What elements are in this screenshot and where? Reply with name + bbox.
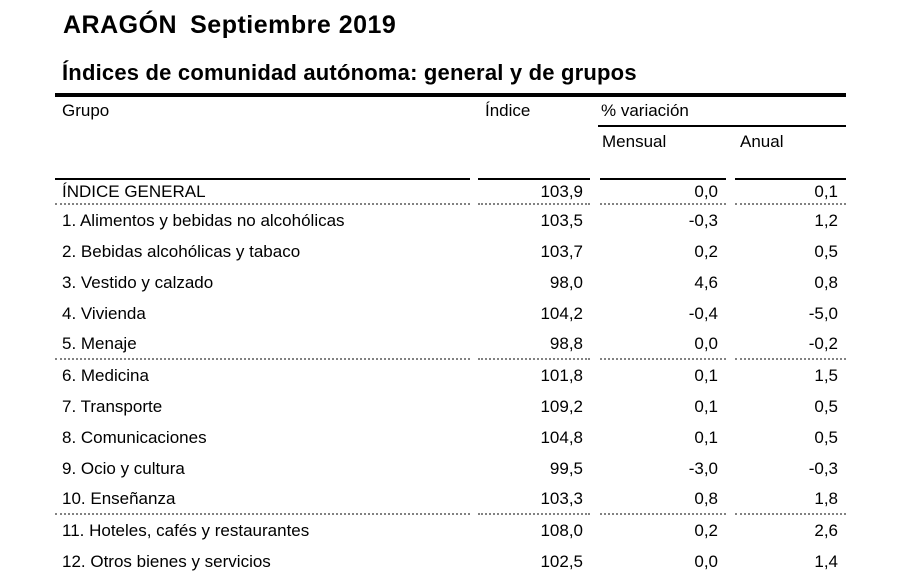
grupo-cell: 2. Bebidas alcohólicas y tabaco bbox=[62, 241, 301, 261]
indice-cell: 103,9 bbox=[478, 178, 590, 205]
grupo-cell: ÍNDICE GENERAL bbox=[55, 178, 470, 205]
indice-cell: 104,2 bbox=[540, 303, 583, 323]
table-row: 4. Vivienda 104,2 -0,4 -5,0 bbox=[55, 298, 846, 329]
table-row: 8. Comunicaciones 104,8 0,1 0,5 bbox=[55, 422, 846, 453]
indice-cell: 104,8 bbox=[540, 427, 583, 447]
indice-cell: 98,0 bbox=[549, 272, 583, 292]
mensual-cell: 0,0 bbox=[600, 329, 726, 360]
mensual-cell: 0,2 bbox=[694, 520, 718, 540]
table-row: 7. Transporte 109,2 0,1 0,5 bbox=[55, 391, 846, 422]
col-header-indice: Índice bbox=[485, 101, 531, 120]
anual-cell: -5,0 bbox=[808, 303, 838, 323]
grupo-cell: 3. Vestido y calzado bbox=[62, 272, 214, 292]
anual-cell: 0,5 bbox=[814, 427, 838, 447]
anual-cell: 0,5 bbox=[814, 396, 838, 416]
indice-cell: 101,8 bbox=[540, 365, 583, 385]
mensual-cell: -0,4 bbox=[688, 303, 718, 323]
col-header-variacion: % variación bbox=[601, 101, 689, 120]
table-row: 5. Menaje 98,8 0,0 -0,2 bbox=[55, 329, 846, 360]
indice-cell: 102,5 bbox=[540, 551, 583, 571]
anual-cell: 0,5 bbox=[814, 241, 838, 261]
title-region: ARAGÓN bbox=[63, 11, 178, 39]
grupo-cell: 11. Hoteles, cafés y restaurantes bbox=[62, 520, 310, 540]
anual-cell: 0,1 bbox=[735, 178, 846, 205]
page-title: ARAGÓN Septiembre 2019 bbox=[63, 11, 396, 40]
grupo-cell: 9. Ocio y cultura bbox=[62, 458, 185, 478]
mensual-cell: 0,0 bbox=[600, 178, 726, 205]
mensual-cell: -3,0 bbox=[688, 458, 718, 478]
anual-cell: 2,6 bbox=[814, 520, 838, 540]
indice-cell: 99,5 bbox=[549, 458, 583, 478]
table-row: 1. Alimentos y bebidas no alcohólicas 10… bbox=[55, 205, 846, 236]
grupo-cell: 4. Vivienda bbox=[62, 303, 146, 323]
indice-cell: 103,5 bbox=[540, 210, 583, 230]
grupo-cell: 7. Transporte bbox=[62, 396, 163, 416]
indice-cell: 103,3 bbox=[478, 484, 590, 515]
indice-cell: 108,0 bbox=[540, 520, 583, 540]
table-row: 12. Otros bienes y servicios 102,5 0,0 1… bbox=[55, 546, 846, 575]
grupo-cell: 10. Enseñanza bbox=[55, 484, 470, 515]
title-period: Septiembre 2019 bbox=[190, 11, 397, 39]
indice-cell: 103,7 bbox=[540, 241, 583, 261]
anual-cell: 1,5 bbox=[814, 365, 838, 385]
anual-cell: 1,8 bbox=[735, 484, 846, 515]
table-row-general: ÍNDICE GENERAL 103,9 0,0 0,1 bbox=[55, 178, 846, 205]
mensual-cell: 0,1 bbox=[694, 427, 718, 447]
variacion-underline bbox=[598, 125, 846, 127]
grupo-cell: 1. Alimentos y bebidas no alcohólicas bbox=[62, 210, 345, 230]
mensual-cell: 4,6 bbox=[694, 272, 718, 292]
anual-cell: 0,8 bbox=[814, 272, 838, 292]
table-row: 11. Hoteles, cafés y restaurantes 108,0 … bbox=[55, 515, 846, 546]
col-subheader-anual: Anual bbox=[740, 132, 784, 151]
anual-cell: -0,3 bbox=[808, 458, 838, 478]
col-subheader-mensual: Mensual bbox=[602, 132, 667, 151]
grupo-cell: 6. Medicina bbox=[62, 365, 149, 385]
table-row: 9. Ocio y cultura 99,5 -3,0 -0,3 bbox=[55, 453, 846, 484]
table-row: 3. Vestido y calzado 98,0 4,6 0,8 bbox=[55, 267, 846, 298]
col-header-grupo: Grupo bbox=[62, 101, 110, 120]
mensual-cell: 0,8 bbox=[600, 484, 726, 515]
grupo-cell: 5. Menaje bbox=[55, 329, 470, 360]
grupo-cell: 12. Otros bienes y servicios bbox=[62, 551, 271, 571]
table-row: 10. Enseñanza 103,3 0,8 1,8 bbox=[55, 484, 846, 515]
table-row: 6. Medicina 101,8 0,1 1,5 bbox=[55, 360, 846, 391]
mensual-cell: 0,0 bbox=[694, 551, 718, 571]
data-table: ÍNDICE GENERAL 103,9 0,0 0,1 1. Alimento… bbox=[55, 178, 846, 575]
table-row: 2. Bebidas alcohólicas y tabaco 103,7 0,… bbox=[55, 236, 846, 267]
mensual-cell: 0,1 bbox=[694, 365, 718, 385]
header-rule bbox=[55, 93, 846, 97]
mensual-cell: -0,3 bbox=[688, 210, 718, 230]
mensual-cell: 0,2 bbox=[694, 241, 718, 261]
anual-cell: -0,2 bbox=[735, 329, 846, 360]
anual-cell: 1,4 bbox=[814, 551, 838, 571]
anual-cell: 1,2 bbox=[814, 210, 838, 230]
mensual-cell: 0,1 bbox=[694, 396, 718, 416]
grupo-cell: 8. Comunicaciones bbox=[62, 427, 207, 447]
indice-cell: 109,2 bbox=[540, 396, 583, 416]
indice-cell: 98,8 bbox=[478, 329, 590, 360]
table-title: Índices de comunidad autónoma: general y… bbox=[62, 60, 637, 85]
